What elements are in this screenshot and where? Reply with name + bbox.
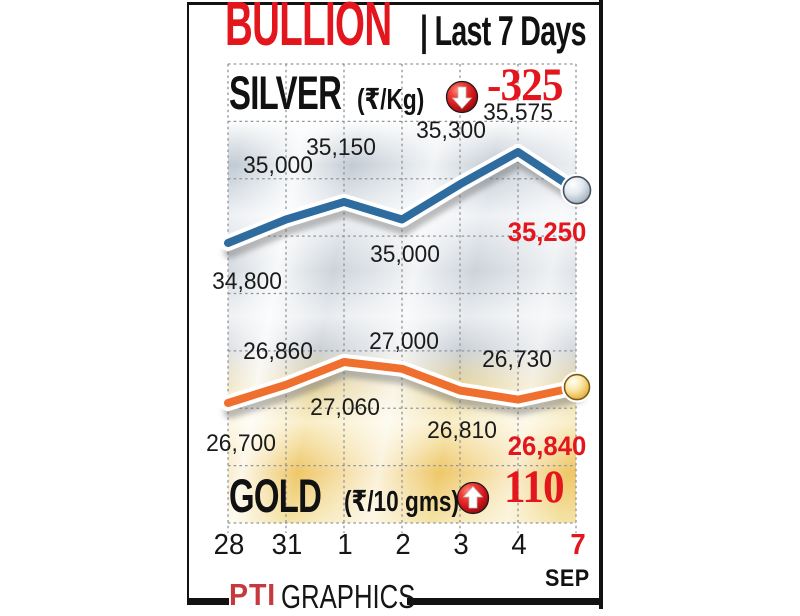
x-axis-label: 31: [271, 529, 303, 561]
silver-point-label: 35,150: [306, 134, 376, 161]
gold-point-label: 26,810: [427, 417, 497, 444]
silver-down-arrow-icon: [445, 80, 479, 114]
gold-unit-label: (₹/10 gms): [344, 486, 460, 518]
panel-border-top: [187, 2, 603, 5]
silver-unit-label: (₹/Kg): [357, 84, 425, 116]
footer-graphics-label: GRAPHICS: [281, 578, 416, 615]
gold-section-title: GOLD: [229, 469, 322, 522]
gold-change-value: 110: [504, 461, 565, 513]
silver-section-title: SILVER: [229, 66, 342, 119]
silver-point-label: 35,575: [483, 99, 553, 126]
x-axis-label: 4: [511, 529, 527, 561]
silver-point-label: 35,300: [416, 117, 486, 144]
silver-change-value: -325: [487, 59, 564, 111]
x-axis-label: 7: [570, 529, 586, 561]
panel-border-right: [599, 0, 603, 609]
x-axis-label: 3: [453, 529, 469, 561]
page-subtitle: | Last 7 Days: [420, 7, 587, 54]
gold-point-label: 26,860: [243, 338, 313, 365]
gold-end-marker-sphere: [561, 371, 593, 403]
x-axis-label: 2: [395, 529, 411, 561]
footer-rule-left: [187, 598, 229, 605]
gold-point-label: 26,700: [206, 430, 276, 457]
gold-point-label: 26,730: [482, 346, 552, 373]
silver-end-marker-sphere: [560, 173, 594, 207]
x-axis-label: 1: [337, 529, 353, 561]
silver-point-label: 35,000: [243, 152, 313, 179]
silver-line-series: [220, 144, 585, 259]
gold-up-arrow-icon: [456, 481, 490, 515]
x-axis-label: 28: [213, 529, 245, 561]
footer-rule-right: [407, 598, 603, 605]
silver-point-label: 35,250: [507, 217, 587, 247]
pti-logo: PTI: [229, 577, 277, 612]
gold-line-series: [220, 354, 585, 419]
panel-border-left: [187, 2, 189, 604]
silver-point-label: 34,800: [212, 268, 282, 295]
x-axis-month-label: SEP: [545, 565, 590, 592]
gold-point-label: 26,840: [507, 431, 587, 461]
page-title: BULLION: [225, 0, 392, 59]
silver-point-label: 35,000: [370, 241, 440, 268]
gold-point-label: 27,060: [310, 394, 380, 421]
gold-point-label: 27,000: [369, 328, 439, 355]
